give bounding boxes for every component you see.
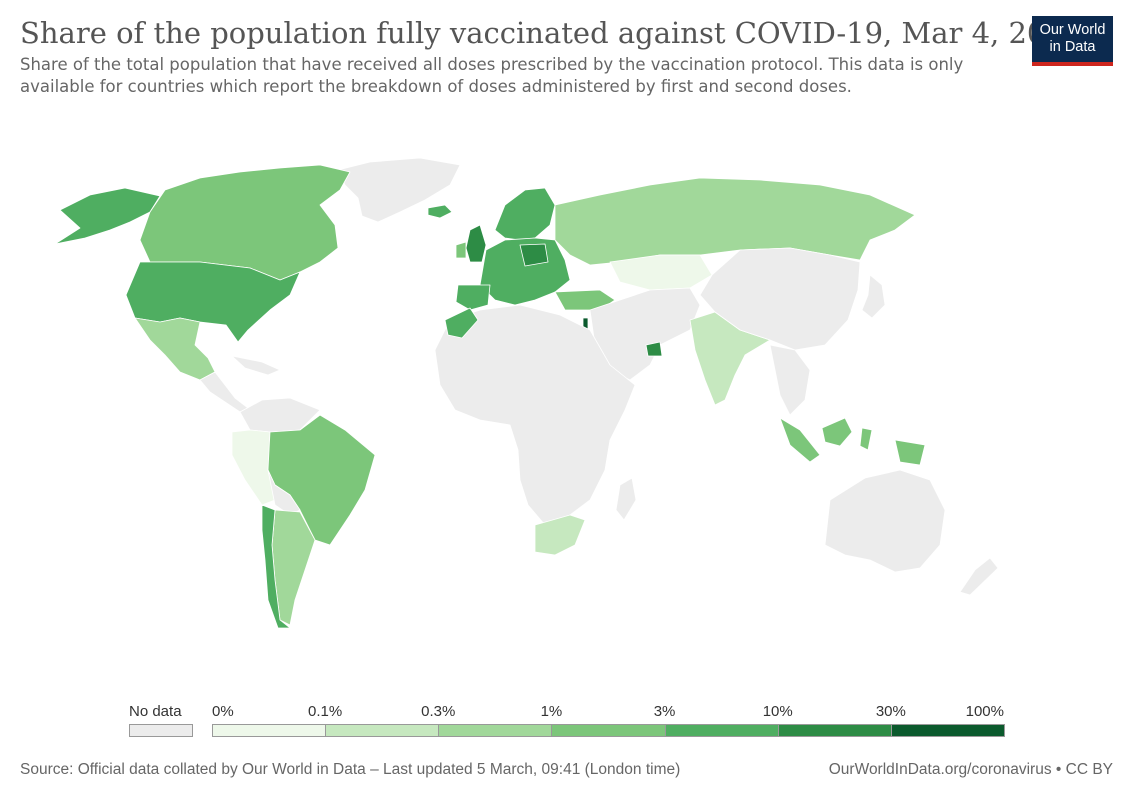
owid-logo[interactable]: Our World in Data: [1032, 16, 1113, 66]
legend-bin-swatch[interactable]: [325, 724, 440, 737]
logo-line-2: in Data: [1049, 39, 1096, 55]
region-iceland[interactable]: [427, 204, 453, 219]
region-ireland[interactable]: [455, 241, 467, 259]
logo-line-1: Our World: [1039, 22, 1106, 38]
color-legend: No data 0% 0.1% 0.3% 1% 3% 10% 30% 100%: [0, 695, 1133, 745]
region-alaska[interactable]: [54, 187, 161, 245]
legend-no-data-swatch[interactable]: [129, 724, 193, 737]
legend-bin-swatch[interactable]: [664, 724, 779, 737]
legend-bin-swatch[interactable]: [438, 724, 553, 737]
region-scandinavia[interactable]: [494, 187, 556, 241]
chart-subtitle: Share of the total population that have …: [20, 55, 964, 96]
region-south-africa[interactable]: [534, 514, 586, 556]
region-japan[interactable]: [861, 274, 886, 319]
legend-bin-swatch[interactable]: [890, 724, 1005, 737]
region-indonesia[interactable]: [779, 417, 821, 463]
legend-tick-label: 3%: [653, 703, 676, 720]
legend-tick-label: 0.3%: [421, 703, 456, 720]
region-morocco[interactable]: [444, 307, 479, 339]
region-new-zealand[interactable]: [959, 557, 999, 596]
source-note: Source: Official data collated by Our Wo…: [20, 761, 681, 778]
region-mexico[interactable]: [134, 317, 216, 381]
legend-tick-label: 0.1%: [308, 703, 343, 720]
region-sulawesi-papua[interactable]: [859, 427, 926, 466]
legend-tick-label: 1%: [540, 703, 563, 720]
region-iberia[interactable]: [455, 284, 491, 311]
region-united-kingdom[interactable]: [465, 224, 487, 263]
legend-bin-swatch[interactable]: [777, 724, 892, 737]
legend-tick-label: 0%: [212, 703, 234, 720]
region-europe[interactable]: [479, 237, 571, 306]
region-uae[interactable]: [645, 341, 663, 357]
region-chile[interactable]: [261, 504, 291, 629]
region-southeast-asia[interactable]: [769, 344, 811, 416]
region-borneo[interactable]: [821, 417, 853, 447]
region-bolivia[interactable]: [267, 469, 301, 516]
region-greenland[interactable]: [337, 157, 461, 223]
world-map[interactable]: [0, 100, 1133, 690]
legend-tick-label: 30%: [875, 703, 906, 720]
region-poland[interactable]: [519, 243, 549, 267]
region-madagascar[interactable]: [615, 477, 637, 521]
chart-title: Share of the population fully vaccinated…: [20, 16, 1083, 50]
region-caribbean[interactable]: [231, 355, 281, 376]
legend-tick-label: 10%: [762, 703, 793, 720]
region-russia[interactable]: [554, 177, 916, 266]
region-kazakhstan[interactable]: [609, 254, 713, 291]
region-australia[interactable]: [824, 469, 946, 573]
legend-no-data-label: No data: [129, 703, 182, 720]
legend-tick-label: 100%: [965, 703, 1004, 720]
legend-bin-swatch[interactable]: [212, 724, 327, 737]
region-africa[interactable]: [434, 304, 636, 526]
region-central-america[interactable]: [199, 371, 249, 413]
legend-bin-swatch[interactable]: [551, 724, 666, 737]
logo-red-bar: [1032, 62, 1113, 66]
region-china[interactable]: [699, 247, 861, 351]
credit-link[interactable]: OurWorldInData.org/coronavirus • CC BY: [828, 761, 1113, 778]
